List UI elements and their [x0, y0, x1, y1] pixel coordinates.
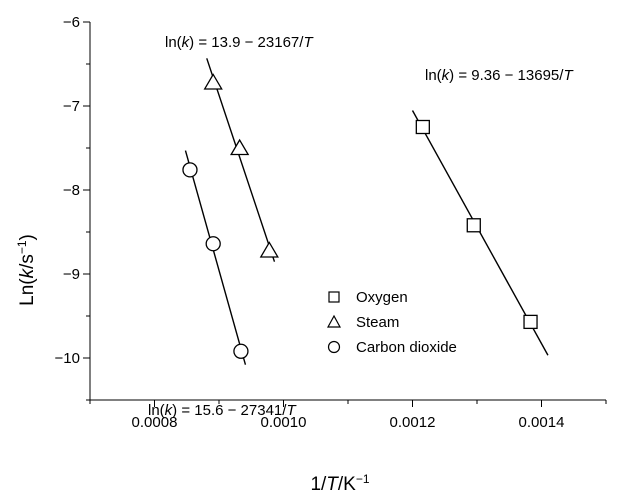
fit-line	[411, 110, 549, 356]
data-point	[259, 241, 279, 258]
x-tick-label: 0.0010	[261, 414, 307, 431]
data-point	[523, 314, 538, 330]
equation-label: ln(k) = 15.6 − 27341/T	[148, 402, 297, 419]
data-point	[415, 119, 430, 135]
axes: −6 −7 −8 −9 −10 0.0008 0.0010 0.0012 0.0014	[55, 14, 607, 431]
data-point	[182, 162, 198, 178]
data-point	[205, 236, 221, 252]
x-axis-title: 1/T/K−1	[310, 472, 369, 495]
legend: Oxygen Steam Carbon dioxide	[326, 289, 457, 356]
x-tick-label: 0.0008	[132, 414, 178, 431]
legend-label: Oxygen	[356, 289, 408, 306]
legend-label: Carbon dioxide	[356, 339, 457, 356]
fit-line	[206, 58, 276, 262]
y-tick-label: −8	[63, 182, 80, 199]
data-point	[466, 218, 481, 233]
y-axis-title: Ln(k/s−1)	[15, 234, 38, 306]
fit-line	[184, 150, 247, 365]
x-tick-label: 0.0012	[390, 414, 436, 431]
equation-label: ln(k) = 13.9 − 23167/T	[165, 34, 314, 51]
fit-lines	[184, 58, 549, 365]
data-point	[230, 138, 250, 156]
y-tick-label: −10	[55, 350, 80, 367]
equation-annotations: ln(k) = 9.36 − 13695/T ln(k) = 13.9 − 231…	[148, 34, 574, 419]
data-point	[233, 343, 249, 359]
y-tick-label: −9	[63, 266, 80, 283]
equation-label: ln(k) = 9.36 − 13695/T	[425, 67, 574, 84]
legend-marker	[326, 314, 342, 328]
data-points	[182, 73, 538, 359]
y-tick-label: −6	[63, 14, 80, 31]
data-point	[203, 73, 223, 90]
y-tick-label: −7	[63, 98, 80, 115]
legend-marker	[327, 340, 341, 354]
legend-marker	[328, 291, 340, 303]
legend-label: Steam	[356, 314, 399, 331]
x-tick-label: 0.0014	[519, 414, 565, 431]
